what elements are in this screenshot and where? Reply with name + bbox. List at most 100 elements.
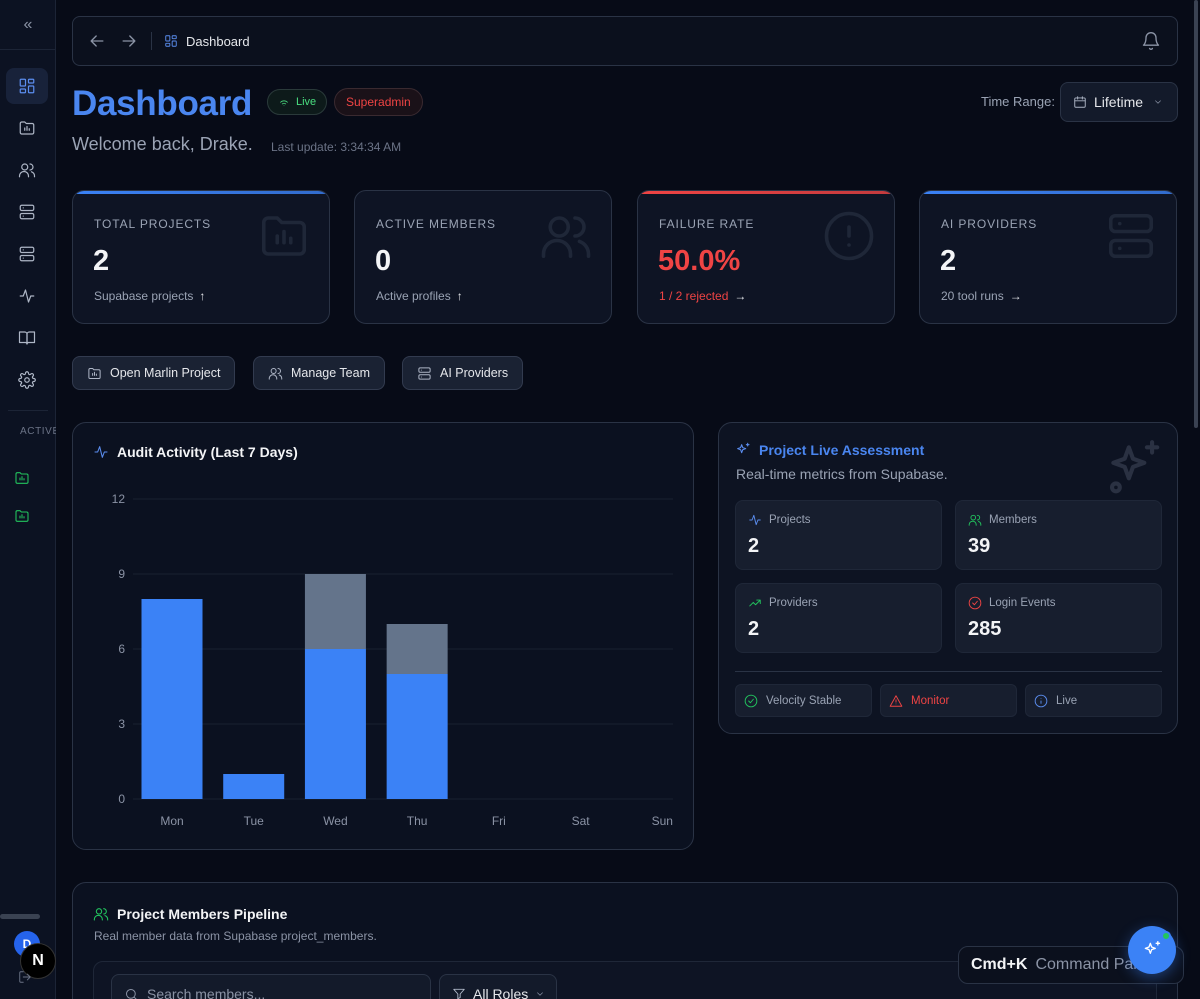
sidebar-item-docs[interactable] [6,320,48,356]
info-icon [1034,694,1048,707]
activity-icon [749,514,761,526]
server-icon [1108,213,1154,259]
logout-icon[interactable] [18,970,34,986]
back-button[interactable] [87,31,107,51]
ai-providers-button[interactable]: AI Providers [402,356,524,390]
sidebar-divider [0,49,56,50]
stat-subtext-label: Active profiles [376,289,451,303]
status-pill-monitor: Monitor [880,684,1017,717]
top-navigation-bar: Dashboard [72,16,1178,66]
audit-activity-title: Audit Activity (Last 7 Days) [93,444,298,460]
bar-wed[interactable] [304,574,366,649]
bar-thu[interactable] [386,674,448,799]
sparkles-icon [1110,440,1160,494]
audit-activity-card: 0 3 6 9 12 Mon Tue Wed Thu Fri Sat Sun Audit Activi… [72,422,694,850]
metric-label: Members [989,514,1037,526]
stat-value: 2 [940,245,957,277]
metric-label: Projects [769,514,811,526]
server-icon [418,366,431,380]
search-members-input[interactable]: Search members... [111,974,431,999]
arrow-right-icon: → [734,289,747,303]
stat-card-total-projects[interactable]: TOTAL PROJECTS 2 Supabase projects ↑ [72,190,330,324]
stat-label: TOTAL PROJECTS [94,217,212,231]
status-pill-label: Live [1056,694,1078,707]
metric-login-events: Login Events 285 [955,583,1162,653]
metric-header: Providers [748,596,818,610]
online-status-dot [1161,931,1171,941]
check-circle-icon [968,596,982,610]
live-assessment-title: Project Live Assessment [735,442,924,458]
sidebar-scrollbar[interactable] [0,914,40,919]
next-dev-badge[interactable]: N [20,943,56,979]
stat-card-active-members[interactable]: ACTIVE MEMBERS 0 Active profiles ↑ [354,190,612,324]
role-filter-select[interactable]: All Roles [439,974,557,999]
sidebar: « ACTIVE PROJECTS D N [0,0,56,999]
status-pill-label: Monitor [911,694,950,707]
arrow-left-icon [90,35,104,47]
bar-tue[interactable] [223,774,285,799]
bar-thu[interactable] [386,624,448,674]
dashboard-icon [165,35,177,47]
metric-header: Projects [748,513,811,527]
members-title-label: Project Members Pipeline [117,906,288,922]
sparkles-icon [737,442,750,454]
role-badge: Superadmin [334,88,423,116]
users-icon [268,367,283,380]
collapse-sidebar-icon[interactable]: « [23,16,33,33]
chevron-down-icon [1155,100,1161,104]
metric-value: 285 [968,618,1002,640]
manage-team-label: Manage Team [291,366,370,380]
breadcrumb[interactable]: Dashboard [164,34,250,49]
sidebar-item-servers[interactable] [6,194,48,230]
sidebar-divider [8,410,48,411]
alert-circle-icon [824,211,874,261]
audit-title-label: Audit Activity (Last 7 Days) [117,444,298,460]
bar-mon[interactable] [141,599,203,799]
status-pill-velocity: Velocity Stable [735,684,872,717]
stat-card-failure-rate[interactable]: FAILURE RATE 50.0% 1 / 2 rejected → [637,190,895,324]
sidebar-item-projects[interactable] [6,110,48,146]
stat-value: 2 [93,245,110,277]
users-icon [93,908,109,921]
ai-providers-label: AI Providers [440,366,509,380]
sidebar-item-providers[interactable] [6,236,48,272]
stat-card-ai-providers[interactable]: AI PROVIDERS 2 20 tool runs → [919,190,1177,324]
forward-button[interactable] [119,31,139,51]
sidebar-item-activity[interactable] [6,278,48,314]
sidebar-project-item[interactable] [14,470,32,488]
open-project-button[interactable]: Open Marlin Project [72,356,236,390]
users-icon [968,514,982,526]
stat-subtext: Active profiles ↑ [376,289,463,303]
stat-label: ACTIVE MEMBERS [376,217,496,231]
filter-icon [453,988,465,999]
time-range-select[interactable]: Lifetime [1060,82,1178,122]
x-tick-label: Sat [572,814,591,828]
x-tick-label: Wed [323,814,347,828]
members-pipeline-description: Real member data from Supabase project_m… [94,929,377,943]
command-shortcut: Cmd+K [971,956,1028,973]
notifications-button[interactable] [1141,31,1161,51]
manage-team-button[interactable]: Manage Team [253,356,385,390]
last-update-text: Last update: 3:34:34 AM [271,140,402,154]
folder-chart-icon [15,510,29,522]
live-divider [735,671,1162,672]
metric-providers: Providers 2 [735,583,942,653]
bar-wed[interactable] [304,649,366,799]
time-range-value: Lifetime [1094,94,1144,110]
bell-icon [1142,32,1160,50]
metric-value: 2 [748,535,760,557]
sidebar-project-item[interactable] [14,508,32,526]
stat-card-accent [920,191,1176,194]
sidebar-item-dashboard[interactable] [6,68,48,104]
sidebar-item-settings[interactable] [6,362,48,398]
folder-chart-icon [19,121,35,135]
members-pipeline-title: Project Members Pipeline [93,906,287,922]
stat-value: 0 [375,245,392,277]
calendar-icon [1074,96,1086,108]
page-scrollbar[interactable] [1194,0,1198,428]
sidebar-item-team[interactable] [6,152,48,188]
search-placeholder: Search members... [147,986,266,999]
stat-subtext-label: Supabase projects [94,289,194,303]
metric-value: 39 [968,535,991,557]
ai-assistant-button[interactable] [1128,926,1176,974]
